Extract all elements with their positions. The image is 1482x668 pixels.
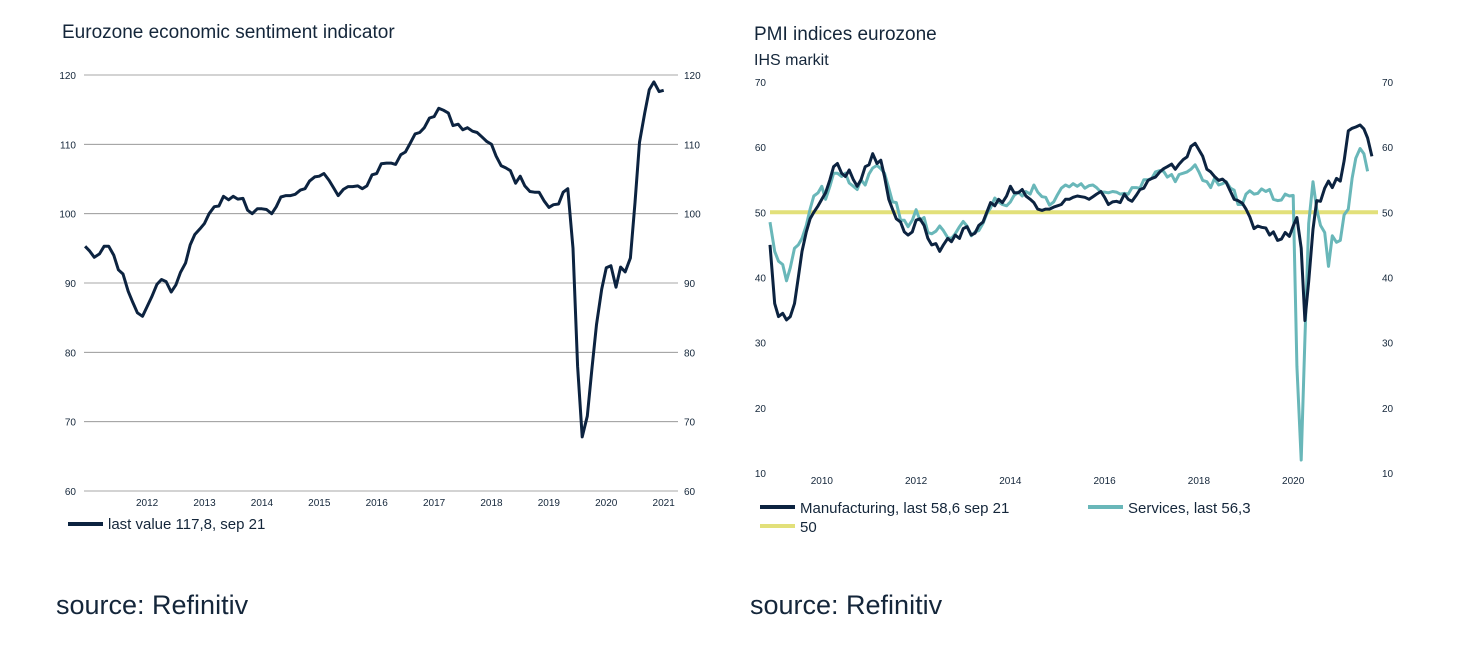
y-tick-left-120: 120 [59, 71, 76, 82]
y-tick-left-20: 20 [755, 404, 767, 415]
x-tick-2012: 2012 [136, 498, 159, 509]
right-source-note: source: Refinitiv [750, 590, 943, 620]
left-chart-title: Eurozone economic sentiment indicator [62, 22, 395, 43]
y-tick-right-80: 80 [684, 348, 696, 359]
x-tick-2017: 2017 [423, 498, 446, 509]
y-tick-right-60: 60 [1382, 143, 1394, 154]
x-tick-2016: 2016 [366, 498, 389, 509]
y-tick-left-60: 60 [65, 487, 77, 498]
legend-manufacturing-label: Manufacturing, last 58,6 sep 21 [800, 500, 1009, 517]
y-tick-right-20: 20 [1382, 404, 1394, 415]
y-tick-left-90: 90 [65, 279, 77, 290]
y-tick-right-30: 30 [1382, 339, 1394, 350]
legend-fifty-label: 50 [800, 519, 817, 536]
x-tick-2013: 2013 [193, 498, 216, 509]
y-tick-left-100: 100 [59, 210, 76, 221]
legend-services-label: Services, last 56,3 [1128, 500, 1251, 517]
x-tick-2018: 2018 [480, 498, 503, 509]
x-tick-2020: 2020 [595, 498, 618, 509]
y-tick-right-10: 10 [1382, 469, 1394, 480]
y-tick-right-110: 110 [684, 140, 700, 151]
y-tick-right-40: 40 [1382, 274, 1394, 285]
series-line-services [768, 147, 1370, 462]
series-line-esi [84, 80, 665, 439]
y-tick-left-40: 40 [755, 274, 767, 285]
y-tick-right-90: 90 [684, 279, 696, 290]
y-tick-left-110: 110 [60, 140, 76, 151]
y-tick-right-100: 100 [684, 210, 701, 221]
y-tick-right-70: 70 [684, 418, 696, 429]
right-chart-title: PMI indices eurozone [754, 24, 937, 45]
y-tick-left-10: 10 [755, 469, 767, 480]
x-tick-2010: 2010 [811, 476, 834, 487]
y-tick-right-50: 50 [1382, 208, 1394, 219]
y-tick-left-30: 30 [755, 339, 767, 350]
x-tick-2020: 2020 [1282, 476, 1305, 487]
y-tick-left-70: 70 [755, 78, 767, 89]
left-chart-esi: 60 60 70 70 80 80 90 90 100 100 110 110 120 120 2012 20… [59, 71, 701, 533]
x-tick-2021: 2021 [653, 498, 676, 509]
y-tick-left-70: 70 [65, 418, 77, 429]
left-source-note: source: Refinitiv [56, 590, 249, 620]
series-line-manufacturing [768, 123, 1374, 322]
y-tick-left-60: 60 [755, 143, 767, 154]
y-tick-right-120: 120 [684, 71, 701, 82]
legend-label-esi: last value 117,8, sep 21 [108, 516, 265, 533]
x-tick-2012: 2012 [905, 476, 928, 487]
x-tick-2014: 2014 [251, 498, 274, 509]
right-chart-subtitle: IHS markit [754, 52, 829, 69]
y-tick-left-80: 80 [65, 348, 77, 359]
x-tick-2015: 2015 [308, 498, 331, 509]
x-tick-2016: 2016 [1094, 476, 1117, 487]
y-tick-left-50: 50 [755, 208, 767, 219]
x-tick-2014: 2014 [999, 476, 1022, 487]
x-tick-2018: 2018 [1188, 476, 1211, 487]
x-tick-2019: 2019 [538, 498, 561, 509]
y-tick-right-70: 70 [1382, 78, 1394, 89]
y-tick-right-60: 60 [684, 487, 696, 498]
